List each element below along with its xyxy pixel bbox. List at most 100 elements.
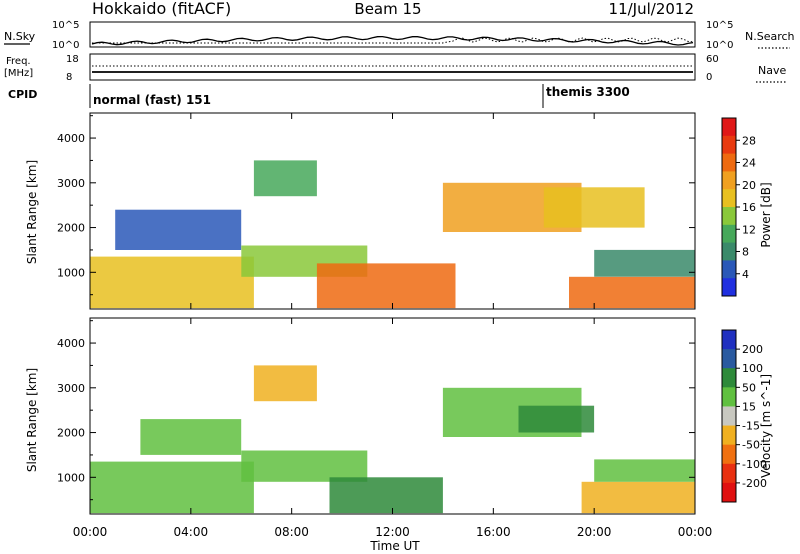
- colorbar-segment-8: [722, 482, 736, 503]
- colorbar-tick-label-1: 100: [742, 362, 763, 375]
- colorbar-segment-4: [722, 406, 736, 427]
- time-tick-label-0: 00:00: [73, 525, 108, 539]
- colorbar-segment-0: [722, 118, 736, 137]
- colorbar-frame: [721, 329, 737, 503]
- y-tick-label-0: 1000: [57, 266, 85, 279]
- freq-label-line1: Freq.: [6, 56, 31, 67]
- freq-left-tick-top: 18: [66, 54, 79, 65]
- time-tick-label-2: 08:00: [274, 525, 309, 539]
- colorbar-segment-3: [722, 387, 736, 407]
- colorbar-segment-9: [722, 278, 736, 297]
- colorbar-tick-label-4: -15: [742, 420, 760, 433]
- colorbar-tick-label-5: 24: [742, 157, 756, 170]
- date-title: 11/Jul/2012: [609, 0, 694, 18]
- freq-label-line2: [MHz]: [4, 68, 33, 79]
- cpid-mode-normal: normal (fast) 151: [93, 93, 211, 107]
- noise-right-tick-top: 10^5: [706, 20, 733, 31]
- colorbar-tick-label-6: 28: [742, 134, 756, 147]
- colorbar-segment-6: [722, 444, 736, 465]
- freq-left-tick-bottom: 8: [66, 72, 72, 83]
- velocity-y-axis-label: Slant Range [km]: [25, 368, 39, 472]
- colorbar-segment-4: [722, 189, 736, 208]
- velocity-region-4: [329, 477, 443, 514]
- velocity-region-8: [594, 459, 695, 482]
- noise-left-tick-top: 10^5: [52, 20, 79, 31]
- power-colorbar-label: Power [dB]: [759, 182, 773, 247]
- power-region-6: [543, 187, 645, 228]
- power-y-axis-label: Slant Range [km]: [25, 160, 39, 264]
- velocity-region-7: [581, 481, 695, 514]
- power-region-3: [253, 160, 317, 197]
- colorbar-segment-8: [722, 260, 736, 279]
- colorbar-segment-2: [722, 368, 736, 388]
- velocity-colorbar-label: Velocity [m s^-1]: [759, 374, 773, 478]
- power-region-4: [316, 263, 456, 309]
- colorbar-segment-0: [722, 330, 736, 350]
- colorbar-tick-label-4: 20: [742, 179, 756, 192]
- time-tick-label-6: 00:00: [678, 525, 713, 539]
- colorbar-segment-5: [722, 207, 736, 226]
- colorbar-tick-label-6: -100: [742, 458, 767, 471]
- colorbar-tick-label-0: 4: [742, 268, 749, 281]
- power-colorbar: 4 8 12 16 20 24 28: [721, 117, 756, 297]
- station-title: Hokkaido (fitACF): [92, 0, 231, 18]
- velocity-region-6: [518, 405, 595, 433]
- noise-panel-frame: [89, 21, 696, 48]
- noise-right-label: N.Search: [745, 30, 795, 43]
- colorbar-tick-label-3: 15: [742, 400, 756, 413]
- colorbar-segment-7: [722, 242, 736, 261]
- y-tick-label-0: 1000: [57, 471, 85, 484]
- colorbar-tick-label-0: 200: [742, 343, 763, 356]
- time-tick-label-5: 20:00: [577, 525, 612, 539]
- colorbar-tick-label-3: 16: [742, 201, 756, 214]
- time-axis: 00:00 04:00 08:00 12:00 16:00 20:00 00:00: [73, 113, 713, 539]
- colorbar-tick-label-2: 50: [742, 381, 756, 394]
- freq-panel-frame: [89, 53, 696, 81]
- cpid-label: CPID: [8, 88, 37, 101]
- power-region-7: [569, 276, 695, 309]
- power-y-axis: 1000 2000 3000 4000: [57, 115, 695, 296]
- noise-right-tick-bottom: 10^0: [706, 40, 733, 51]
- beam-title: Beam 15: [354, 0, 421, 18]
- velocity-region-3: [253, 365, 317, 402]
- velocity-region-0: [90, 461, 254, 514]
- noise-left-label: N.Sky: [4, 30, 36, 43]
- colorbar-tick-label-5: -50: [742, 439, 760, 452]
- time-axis-label: Time UT: [369, 539, 420, 553]
- y-tick-label-1: 2000: [57, 427, 85, 440]
- time-tick-label-1: 04:00: [174, 525, 209, 539]
- power-heatmap: [90, 160, 695, 309]
- freq-right-tick-top: 60: [706, 54, 719, 65]
- noise-left-tick-bottom: 10^0: [52, 40, 79, 51]
- y-tick-label-1: 2000: [57, 222, 85, 235]
- velocity-region-1: [140, 419, 242, 455]
- nave-label: Nave: [758, 64, 786, 77]
- velocity-region-2: [241, 450, 368, 482]
- velocity-heatmap: [90, 365, 695, 514]
- time-tick-label-4: 16:00: [476, 525, 511, 539]
- colorbar-tick-label-1: 8: [742, 246, 749, 259]
- y-tick-label-3: 4000: [57, 132, 85, 145]
- noise-sky-trace: [91, 35, 694, 46]
- colorbar-tick-label-7: -200: [742, 477, 767, 490]
- power-region-8: [594, 249, 695, 277]
- colorbar-segment-1: [722, 135, 736, 155]
- colorbar-segment-5: [722, 425, 736, 446]
- velocity-y-axis: 1000 2000 3000 4000: [57, 320, 695, 501]
- cpid-mode-themis: themis 3300: [546, 85, 630, 99]
- colorbar-segment-6: [722, 224, 736, 244]
- freq-right-tick-bottom: 0: [706, 72, 712, 83]
- colorbar-segment-1: [722, 349, 736, 369]
- time-tick-label-3: 12:00: [375, 525, 410, 539]
- velocity-colorbar: 200 100 50 15 -15 -50 -100 -200: [721, 329, 767, 503]
- y-tick-label-2: 3000: [57, 177, 85, 190]
- power-region-1: [115, 209, 242, 250]
- colorbar-segment-3: [722, 171, 736, 190]
- colorbar-segment-7: [722, 463, 736, 484]
- colorbar-tick-label-2: 12: [742, 223, 756, 236]
- colorbar-segment-2: [722, 153, 736, 172]
- y-tick-label-3: 4000: [57, 337, 85, 350]
- power-region-0: [90, 256, 254, 309]
- y-tick-label-2: 3000: [57, 382, 85, 395]
